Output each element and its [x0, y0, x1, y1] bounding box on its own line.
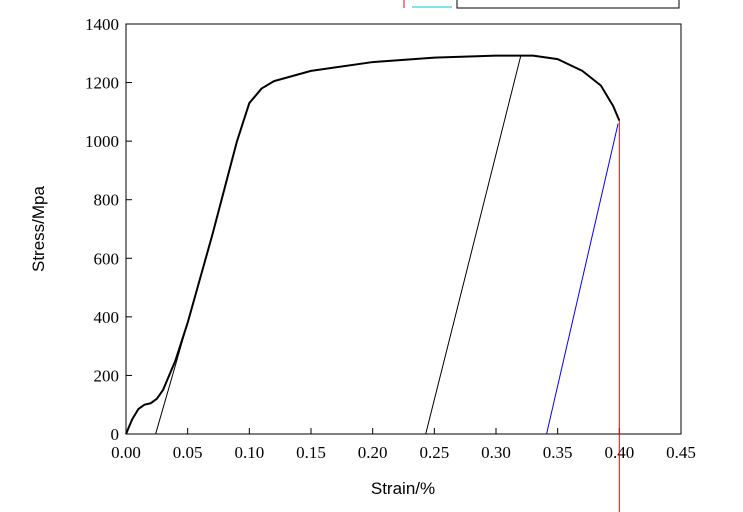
data-line	[125, 54, 621, 435]
y-tick-label: 1000	[85, 132, 119, 151]
data-line	[546, 123, 619, 435]
y-tick-label: 1400	[85, 15, 119, 34]
legend-box	[456, 0, 680, 9]
y-tick-label: 1200	[85, 74, 119, 93]
x-tick-label: 0.30	[481, 443, 511, 462]
data-line	[425, 56, 522, 435]
x-tick-label: 0.15	[296, 443, 326, 462]
x-tick-label: 0.05	[173, 443, 203, 462]
y-tick-label: 400	[94, 308, 120, 327]
x-tick-label: 0.25	[419, 443, 449, 462]
y-tick-label: 0	[111, 425, 120, 444]
x-tick-label: 0.20	[358, 443, 388, 462]
y-tick-label: 600	[94, 249, 120, 268]
x-axis-title: Strain/%	[371, 479, 435, 498]
y-tick-label: 200	[94, 366, 120, 385]
y-axis-title: Stress/Mpa	[29, 185, 48, 272]
x-tick-label: 0.00	[111, 443, 141, 462]
data-line	[155, 322, 189, 435]
x-tick-label: 0.10	[234, 443, 264, 462]
plot-frame	[125, 23, 682, 435]
x-tick-label: 0.45	[666, 443, 696, 462]
y-tick-label: 800	[94, 191, 120, 210]
x-tick-label: 0.35	[543, 443, 573, 462]
